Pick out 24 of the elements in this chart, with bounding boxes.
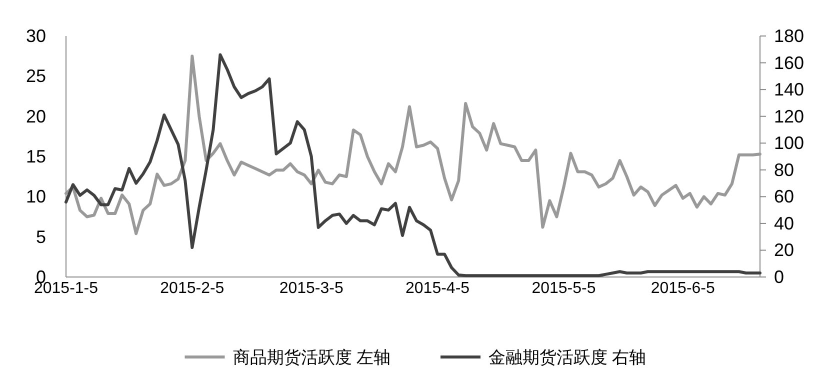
y-tick-label: 5 <box>36 226 46 247</box>
y2-tick-label: 160 <box>774 52 804 73</box>
y2-tick-label: 120 <box>774 106 804 126</box>
y2-tick-label: 80 <box>774 160 794 180</box>
x-tick-label: 2015-3-5 <box>279 280 344 297</box>
legend-label: 商品期货活跃度 左轴 <box>232 348 390 367</box>
y2-tick-label: 100 <box>774 133 804 154</box>
y-tick-label: 15 <box>26 146 46 166</box>
y2-tick-label: 40 <box>774 213 794 234</box>
y2-tick-label: 60 <box>774 186 794 207</box>
legend-label: 金融期货活跃度 右轴 <box>488 348 646 367</box>
y-tick-label: 20 <box>26 106 46 126</box>
x-tick-label: 2015-5-5 <box>532 280 596 297</box>
y-tick-label: 10 <box>26 186 46 207</box>
y2-tick-label: 140 <box>774 80 804 100</box>
y-tick-label: 25 <box>26 66 46 86</box>
y-tick-label: 30 <box>26 26 46 46</box>
x-tick-label: 2015-6-5 <box>650 280 716 297</box>
line-series <box>64 54 762 236</box>
x-tick-label: 2015-2-5 <box>160 280 224 297</box>
y2-tick-label: 0 <box>774 267 784 287</box>
y2-tick-label: 20 <box>774 240 794 260</box>
x-tick-label: 2015-4-5 <box>406 280 470 297</box>
y2-tick-label: 180 <box>774 26 804 46</box>
